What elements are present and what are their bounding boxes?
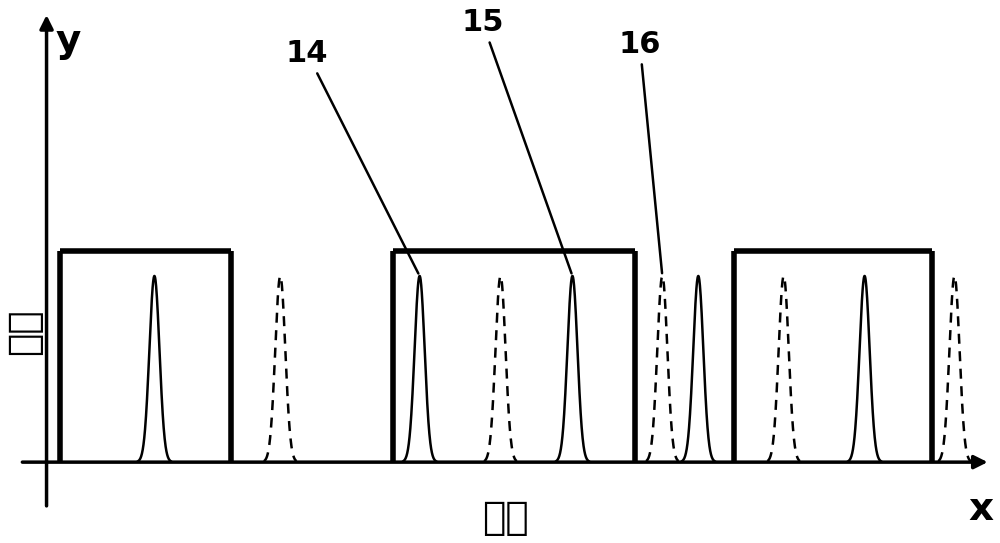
Text: x: x (969, 490, 994, 528)
Text: y: y (56, 22, 81, 60)
Text: 15: 15 (461, 8, 572, 273)
Text: 时间: 时间 (482, 500, 528, 538)
Text: 16: 16 (619, 30, 662, 273)
Text: 幅值: 幅值 (5, 308, 43, 355)
Text: 14: 14 (286, 39, 418, 274)
